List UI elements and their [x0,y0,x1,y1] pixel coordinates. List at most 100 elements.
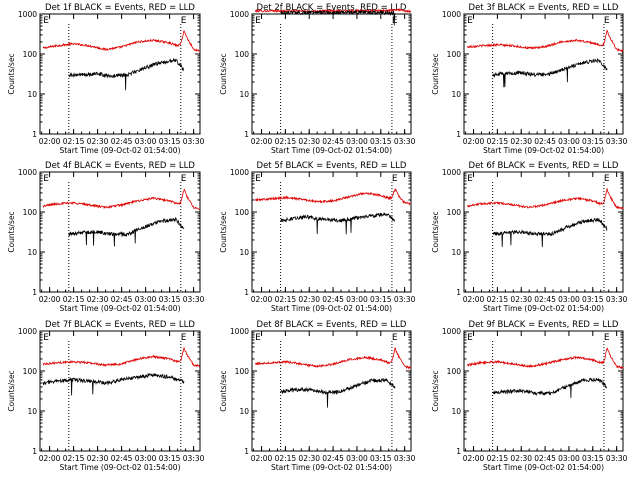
event-marker-label: E [392,333,398,343]
x-tick-label: 02:45 [111,137,133,146]
y-tick-label: 1 [244,288,249,297]
x-tick-label: 02:15 [275,454,297,463]
y-tick-label: 1000 [18,10,37,19]
x-tick-label: 02:30 [87,454,109,463]
plot-frame [39,13,201,135]
x-axis-label: Start Time (09-Oct-02 01:54:00) [59,463,180,472]
y-tick-label: 10 [451,407,461,416]
y-tick-label: 10 [451,90,461,99]
y-tick-label: 100 [235,50,250,59]
plot-frame [39,330,201,452]
y-tick-label: 1000 [442,168,461,177]
x-tick-label: 02:45 [322,295,344,304]
x-tick-label: 03:30 [606,295,628,304]
plot-frame [463,171,624,293]
y-tick-label: 1 [32,447,37,456]
y-tick-label: 10 [27,90,37,99]
x-tick-label: 03:00 [135,137,157,146]
y-tick-label: 1000 [18,168,37,177]
y-tick-label: 1000 [442,327,461,336]
x-tick-label: 03:00 [135,454,157,463]
y-axis-label: Counts/sec [7,211,16,252]
series-line-lld [254,7,412,14]
event-marker-label: E [255,16,261,26]
x-tick-label: 02:00 [39,454,61,463]
x-tick-label: 03:30 [394,454,416,463]
y-tick-label: 10 [239,407,249,416]
event-marker-label: E [181,333,187,343]
x-tick-label: 03:30 [183,295,205,304]
x-tick-label: 03:30 [394,137,416,146]
chart-title: Det 1f BLACK = Events, RED = LLD [45,3,195,13]
chart-title: Det 5f BLACK = Events, RED = LLD [257,161,407,171]
series-line-events [280,377,396,408]
series-line-events [280,212,396,235]
x-tick-label: 03:30 [606,137,628,146]
y-tick-label: 100 [447,367,462,376]
y-axis-label: Counts/sec [219,53,228,94]
x-tick-label: 03:15 [159,454,181,463]
plot-frame [39,171,201,293]
y-axis-label: Counts/sec [7,53,16,94]
y-tick-label: 1000 [230,10,249,19]
y-tick-label: 10 [27,407,37,416]
x-axis-label: Start Time (09-Oct-02 01:54:00) [271,304,392,313]
x-tick-label: 03:15 [370,295,392,304]
x-tick-label: 03:00 [558,295,580,304]
event-marker-label: E [43,174,49,184]
event-marker-label: E [467,174,473,184]
x-tick-label: 03:00 [558,454,580,463]
event-marker-label: E [181,16,187,26]
y-axis-label: Counts/sec [219,370,228,411]
y-axis-label: Counts/sec [7,370,16,411]
y-tick-label: 10 [239,90,249,99]
x-tick-label: 03:00 [346,137,368,146]
event-marker-label: E [604,16,610,26]
chart-title: Det 4f BLACK = Events, RED = LLD [45,161,195,171]
y-tick-label: 100 [23,367,38,376]
y-tick-label: 1 [244,130,249,139]
series-line-lld [467,188,624,211]
x-tick-label: 02:30 [510,454,532,463]
series-line-events [68,57,185,91]
x-tick-label: 03:00 [346,295,368,304]
series-line-events [280,9,396,26]
x-tick-label: 02:30 [87,295,109,304]
y-axis-label: Counts/sec [431,370,440,411]
x-tick-label: 02:00 [251,454,273,463]
x-tick-label: 02:45 [111,454,133,463]
y-tick-label: 10 [451,248,461,257]
x-tick-label: 02:00 [39,137,61,146]
x-axis-label: Start Time (09-Oct-02 01:54:00) [271,463,392,472]
x-tick-label: 02:30 [298,454,320,463]
x-tick-label: 02:45 [534,137,556,146]
series-line-lld [466,347,624,370]
x-tick-label: 02:45 [534,454,556,463]
x-tick-label: 03:15 [582,454,604,463]
y-tick-label: 100 [447,50,462,59]
x-axis-label: Start Time (09-Oct-02 01:54:00) [483,463,604,472]
event-marker-label: E [255,174,261,184]
y-tick-label: 1 [456,447,461,456]
x-tick-label: 03:15 [159,295,181,304]
x-tick-label: 03:30 [606,454,628,463]
x-tick-label: 02:15 [63,295,85,304]
x-tick-label: 03:30 [183,454,205,463]
x-tick-label: 02:00 [463,137,485,146]
x-axis-label: Start Time (09-Oct-02 01:54:00) [483,146,604,155]
event-marker-label: E [255,333,261,343]
series-line-lld [467,29,624,54]
y-tick-label: 100 [23,208,38,217]
y-tick-label: 1000 [230,168,249,177]
x-tick-label: 02:00 [39,295,61,304]
chart-title: Det 8f BLACK = Events, RED = LLD [257,320,407,330]
y-tick-label: 1 [32,288,37,297]
event-marker-label: E [181,174,187,184]
y-tick-label: 100 [447,208,462,217]
x-tick-label: 02:00 [463,295,485,304]
event-marker-label: E [604,333,610,343]
